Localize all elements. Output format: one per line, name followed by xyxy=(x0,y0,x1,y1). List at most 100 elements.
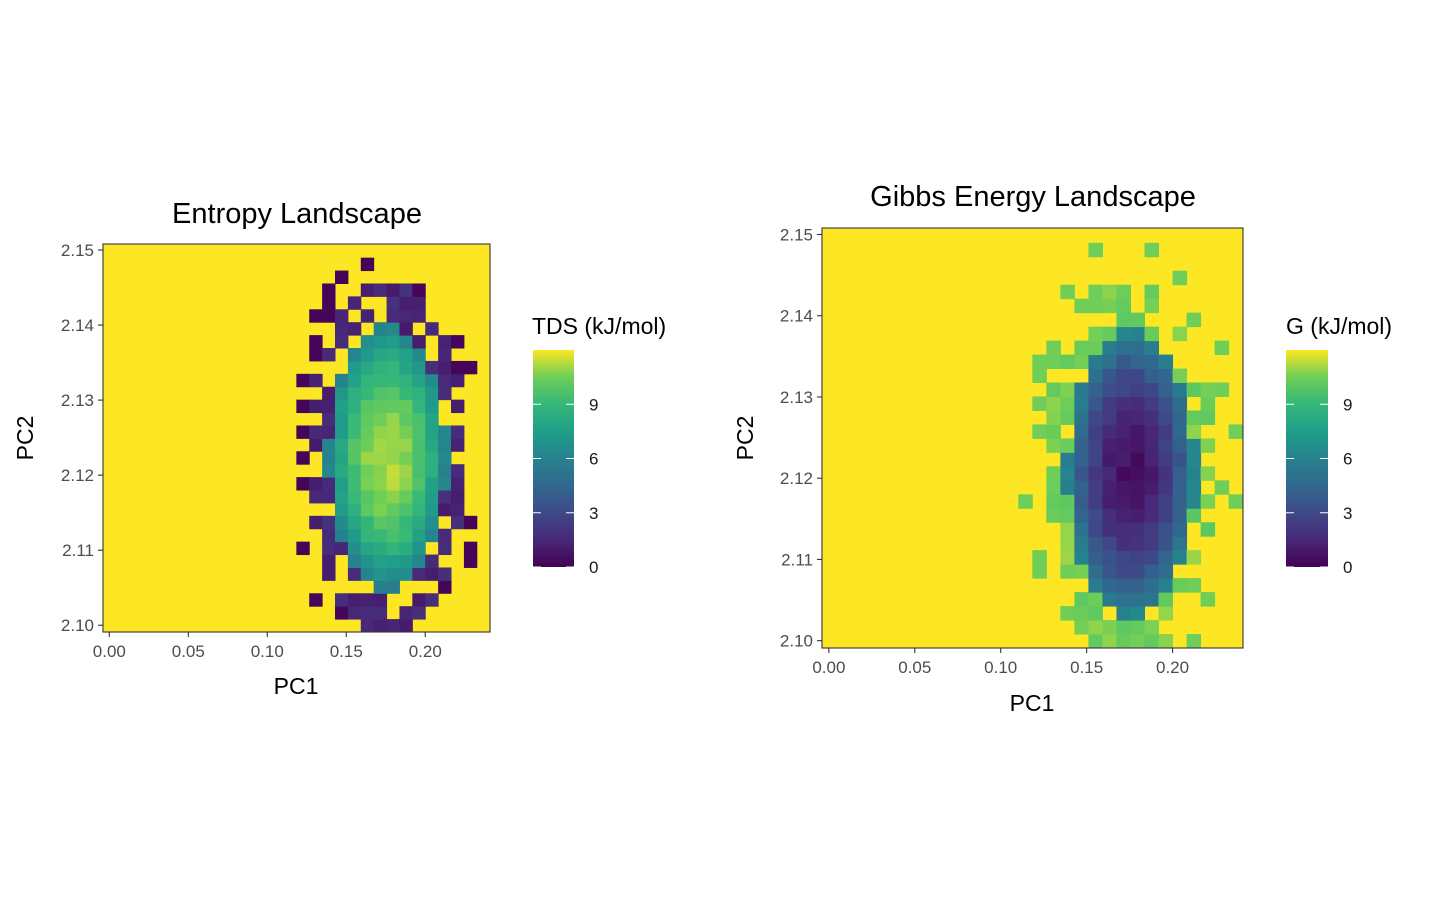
entropy-heatmap-cell xyxy=(425,360,439,375)
entropy-heatmap-cell xyxy=(399,490,413,504)
entropy-x-tick-label: 0.15 xyxy=(330,642,363,661)
gibbs-heatmap-cell xyxy=(1172,494,1188,509)
entropy-heatmap-cell xyxy=(412,490,426,504)
gibbs-heatmap-cell xyxy=(1116,508,1131,523)
gibbs-heatmap-cell xyxy=(1158,452,1174,467)
gibbs-heatmap-cell xyxy=(1060,564,1075,579)
entropy-heatmap-cell xyxy=(386,438,400,452)
gibbs-heatmap-cell xyxy=(1130,578,1145,593)
entropy-heatmap-cell xyxy=(347,515,362,530)
entropy-heatmap-cell xyxy=(425,567,439,581)
gibbs-heatmap-cell xyxy=(1130,368,1145,384)
entropy-heatmap-cell xyxy=(309,335,323,349)
gibbs-heatmap-cell xyxy=(1130,438,1145,453)
entropy-heatmap-cell xyxy=(360,283,375,297)
entropy-heatmap-cell xyxy=(386,348,400,362)
gibbs-heatmap-cell xyxy=(1144,382,1160,397)
gibbs-heatmap-cell xyxy=(1200,438,1216,453)
gibbs-heatmap-cell xyxy=(1130,480,1145,495)
gibbs-heatmap-cell xyxy=(1074,452,1089,467)
entropy-heatmap-cell xyxy=(425,477,439,491)
entropy-heatmap-cell xyxy=(360,257,375,272)
entropy-heatmap-cell xyxy=(386,567,400,581)
gibbs-heatmap-cell xyxy=(1144,242,1160,258)
entropy-x-tick-label: 0.20 xyxy=(409,642,442,661)
gibbs-heatmap-cell xyxy=(1130,326,1145,342)
entropy-heatmap-cell xyxy=(347,464,362,478)
entropy-heatmap-cell xyxy=(425,425,439,439)
gibbs-heatmap-cell xyxy=(1130,466,1145,481)
entropy-heatmap-cell xyxy=(399,296,413,310)
gibbs-heatmap-cell xyxy=(1186,382,1202,397)
gibbs-heatmap-cell xyxy=(1102,592,1117,607)
entropy-heatmap-cell xyxy=(373,335,388,349)
gibbs-heatmap-cell xyxy=(1102,634,1117,649)
entropy-heatmap-cell xyxy=(451,438,465,452)
gibbs-heatmap-cell xyxy=(1074,396,1089,411)
entropy-heatmap-cell xyxy=(425,412,439,426)
entropy-heatmap-cell xyxy=(412,399,426,414)
entropy-y-tick-label: 2.12 xyxy=(61,466,94,485)
entropy-heatmap-cell xyxy=(335,528,349,543)
gibbs-heatmap-cell xyxy=(1158,550,1174,565)
gibbs-heatmap-cell xyxy=(1172,550,1188,565)
entropy-x-axis: 0.00 0.05 0.10 0.15 0.20 xyxy=(93,632,442,661)
entropy-heatmap-cell xyxy=(386,425,400,439)
entropy-heatmap-cell xyxy=(425,490,439,504)
gibbs-heatmap-cell xyxy=(1088,592,1103,607)
entropy-heatmap-cell xyxy=(373,348,388,362)
gibbs-x-tick-label: 0.10 xyxy=(984,658,1017,677)
entropy-y-tick-label: 2.14 xyxy=(61,316,94,335)
gibbs-heatmap-cell xyxy=(1060,284,1075,300)
gibbs-y-tick-label: 2.10 xyxy=(780,632,813,651)
gibbs-heatmap-cell xyxy=(1130,312,1145,328)
entropy-x-axis-title: PC1 xyxy=(274,673,319,699)
entropy-heatmap-cell xyxy=(335,322,349,336)
entropy-heatmap-cell xyxy=(309,593,323,607)
gibbs-heatmap-cell xyxy=(1060,382,1075,397)
entropy-colorbar-tick-label: 0 xyxy=(589,558,598,577)
entropy-heatmap-cell xyxy=(373,386,388,401)
entropy-x-tick-label: 0.05 xyxy=(172,642,205,661)
entropy-heatmap-cell xyxy=(360,335,375,349)
gibbs-heatmap-cell xyxy=(1158,382,1174,397)
gibbs-heatmap-cell xyxy=(1172,466,1188,481)
gibbs-heatmap-cell xyxy=(1200,592,1216,607)
gibbs-heatmap-cell xyxy=(1130,620,1145,635)
entropy-heatmap-cell xyxy=(360,593,375,607)
gibbs-heatmap-cell xyxy=(1158,410,1174,425)
gibbs-y-axis-title: PC2 xyxy=(732,416,758,461)
entropy-heatmap-cell xyxy=(438,360,452,375)
gibbs-heatmap-cell xyxy=(1130,508,1145,523)
gibbs-heatmap-cell xyxy=(1088,466,1103,481)
gibbs-heatmap-cell xyxy=(1186,410,1202,425)
gibbs-heatmap-cell xyxy=(1074,424,1089,439)
entropy-heatmap-cell xyxy=(451,335,465,349)
entropy-heatmap-cell xyxy=(386,296,400,310)
gibbs-heatmap-cell xyxy=(1172,508,1188,523)
entropy-colorbar-tick-label: 9 xyxy=(589,395,598,414)
entropy-heatmap-cell xyxy=(373,425,388,439)
entropy-heatmap-cell xyxy=(425,502,439,517)
entropy-heatmap-cell xyxy=(438,373,452,388)
gibbs-heatmap-cell xyxy=(1102,564,1117,579)
entropy-heatmap-cell xyxy=(399,438,413,452)
entropy-chart-title: Entropy Landscape xyxy=(172,198,422,230)
gibbs-heatmap-cell xyxy=(1172,270,1188,286)
entropy-heatmap-cell xyxy=(360,360,375,375)
gibbs-heatmap-cell xyxy=(1186,452,1202,467)
entropy-heatmap-cell xyxy=(412,425,426,439)
gibbs-heatmap-cell xyxy=(1060,522,1075,537)
gibbs-heatmap-cell xyxy=(1130,634,1145,649)
entropy-heatmap-cell xyxy=(412,309,426,323)
gibbs-heatmap-cell xyxy=(1102,522,1117,537)
entropy-heatmap-cell xyxy=(386,502,400,517)
gibbs-heatmap-cell xyxy=(1102,382,1117,397)
entropy-heatmap-cells xyxy=(103,244,490,633)
entropy-heatmap-cell xyxy=(335,309,349,323)
gibbs-colorbar-title: G (kJ/mol) xyxy=(1286,313,1392,339)
entropy-heatmap-cell xyxy=(399,606,413,620)
entropy-heatmap-cell xyxy=(335,502,349,517)
entropy-heatmap-cell xyxy=(412,464,426,478)
gibbs-heatmap-cell xyxy=(1200,522,1216,537)
